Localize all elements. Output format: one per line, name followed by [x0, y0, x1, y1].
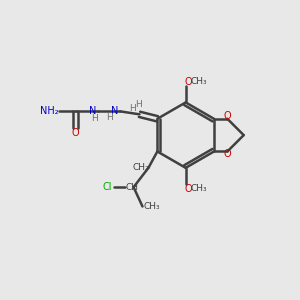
Text: N: N: [111, 106, 118, 116]
Text: CH₃: CH₃: [143, 202, 160, 211]
Text: H: H: [92, 114, 98, 123]
Text: CH₃: CH₃: [191, 77, 207, 86]
Text: O: O: [72, 128, 80, 138]
Text: O: O: [224, 149, 231, 160]
Text: O: O: [224, 111, 231, 121]
Text: CH₃: CH₃: [191, 184, 207, 193]
Text: H: H: [106, 113, 113, 122]
Text: H: H: [130, 104, 136, 113]
Text: NH₂: NH₂: [40, 106, 59, 116]
Text: H: H: [135, 100, 141, 109]
Text: O: O: [185, 184, 193, 194]
Text: CH: CH: [126, 183, 139, 192]
Text: Cl: Cl: [103, 182, 112, 192]
Text: N: N: [89, 106, 96, 116]
Text: CH₂: CH₂: [133, 163, 149, 172]
Text: O: O: [185, 76, 193, 87]
